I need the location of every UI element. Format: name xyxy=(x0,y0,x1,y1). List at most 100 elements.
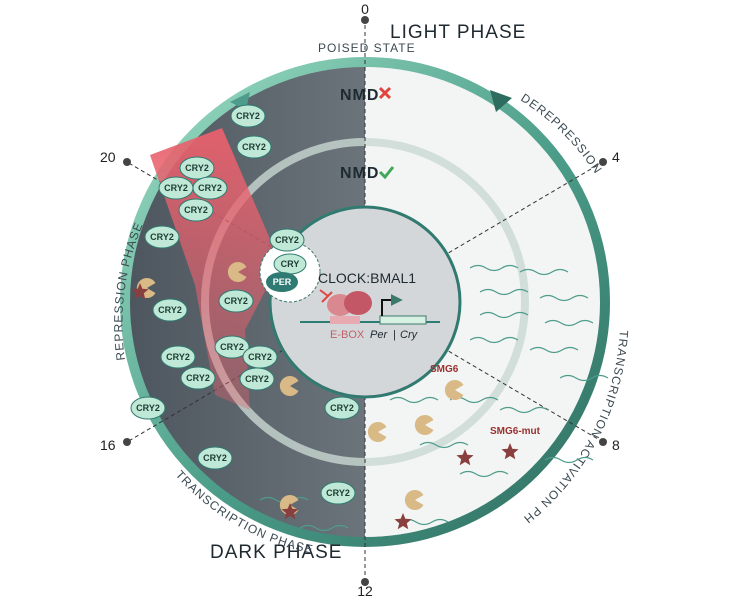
svg-text:CRY2: CRY2 xyxy=(186,373,210,383)
cry2-protein: CRY2 xyxy=(320,481,356,505)
cry2-protein: CRY2 xyxy=(324,396,360,420)
hour-16-label: 16 xyxy=(100,437,116,453)
cry2-protein: CRY2 xyxy=(269,228,305,252)
smg6-protein xyxy=(367,422,387,442)
hour-dots xyxy=(123,16,607,586)
ebox-label: E-BOX xyxy=(330,329,365,341)
smg6-protein xyxy=(279,376,299,397)
smg6-mut-protein xyxy=(131,283,149,300)
nmd-outer: NMD xyxy=(340,86,392,104)
svg-text:CRY2: CRY2 xyxy=(203,453,227,463)
hour-12-label: 12 xyxy=(357,583,373,599)
smg6-mut-protein xyxy=(394,513,412,530)
cry2-proteins: CRY2 CRY2 CRY2 CRY2 CRY2 CRY2 CRY2 CRY2 CRY2 CRY2… xyxy=(130,104,360,505)
nmd-inner-label: NMD xyxy=(340,165,379,182)
tss-arrow xyxy=(381,294,403,316)
svg-text:CRY2: CRY2 xyxy=(184,205,208,215)
check-icon xyxy=(378,166,395,180)
nmd-inner: NMD xyxy=(340,165,395,182)
hour-0-label: 0 xyxy=(361,1,369,17)
cry2-protein: CRY2 xyxy=(197,446,233,470)
cry-gene-label: Cry xyxy=(400,329,419,341)
cry2-protein: CRY2 xyxy=(214,335,250,359)
smg6-mut-label: SMG6-mut xyxy=(490,426,541,437)
cry2-protein: CRY2 xyxy=(152,298,188,322)
svg-text:CRY2: CRY2 xyxy=(185,163,209,173)
arrow-head-right xyxy=(490,90,512,112)
nmd-outer-label: NMD xyxy=(340,87,379,104)
svg-text:CRY2: CRY2 xyxy=(248,352,272,362)
svg-text:CRY2: CRY2 xyxy=(224,296,248,306)
mrna-strand xyxy=(544,319,594,327)
mrna-strand xyxy=(469,336,519,344)
smg6-protein xyxy=(444,380,464,400)
cry2-protein: CRY2 xyxy=(239,367,275,391)
mrna-strand xyxy=(479,288,529,296)
svg-text:CRY2: CRY2 xyxy=(220,342,244,352)
smg6-protein xyxy=(414,415,434,435)
cry2-protein: CRY2 xyxy=(158,176,194,200)
svg-text:CRY2: CRY2 xyxy=(242,142,266,152)
smg6-mut-protein xyxy=(501,443,519,460)
mrna-strand xyxy=(299,524,349,532)
smg6-label: SMG6 xyxy=(430,364,459,375)
smg6-proteins xyxy=(131,262,519,530)
svg-text:CRY2: CRY2 xyxy=(245,374,269,384)
gene-box xyxy=(379,315,427,325)
bmal-protein xyxy=(344,291,372,315)
mrna-strand xyxy=(499,406,549,414)
smg6-protein xyxy=(404,490,424,511)
svg-text:CRY2: CRY2 xyxy=(326,488,350,498)
svg-text:CRY2: CRY2 xyxy=(236,111,260,121)
cry2-protein: CRY2 xyxy=(242,345,278,369)
cry2-protein: CRY2 xyxy=(230,104,266,128)
svg-text:CRY2: CRY2 xyxy=(150,232,174,242)
ebox-box xyxy=(330,316,360,324)
mrna-strands xyxy=(259,264,609,532)
smg6-protein xyxy=(227,262,247,282)
cross-icon xyxy=(378,86,392,100)
svg-text:CRY2: CRY2 xyxy=(198,183,222,193)
per-label: PER xyxy=(273,277,292,287)
cry2-protein: CRY2 xyxy=(179,156,215,180)
svg-text:CRY2: CRY2 xyxy=(136,403,160,413)
hour-8-label: 8 xyxy=(612,437,620,453)
svg-text:CRY2: CRY2 xyxy=(164,183,188,193)
cry2-protein: CRY2 xyxy=(218,289,254,313)
mrna-strand xyxy=(539,294,589,302)
cry2-protein: CRY2 xyxy=(180,366,216,390)
mrna-strand xyxy=(419,441,469,449)
cry2-protein: CRY2 xyxy=(130,396,166,420)
svg-text:CRY2: CRY2 xyxy=(330,403,354,413)
per-gene-label: Per xyxy=(370,329,388,341)
cry2-protein: CRY2 xyxy=(178,198,214,222)
mrna-strand xyxy=(544,456,594,464)
svg-text:CRY2: CRY2 xyxy=(166,352,190,362)
dark-phase-label: DARK PHASE xyxy=(210,542,342,563)
svg-text:CRY2: CRY2 xyxy=(158,305,182,315)
mrna-strand xyxy=(529,346,579,354)
mrna-strand xyxy=(559,374,609,382)
cry2-protein: CRY2 xyxy=(160,345,196,369)
mrna-strand xyxy=(469,264,519,272)
poised-state-label: POISED STATE xyxy=(318,41,416,55)
cry-per-complex: CRY PER xyxy=(259,241,333,303)
cry2-protein: CRY2 xyxy=(144,225,180,249)
mrna-strand xyxy=(519,268,569,276)
mrna-strand xyxy=(479,311,529,319)
hour-4-label: 4 xyxy=(612,149,620,165)
clock-bmal-label: CLOCK:BMAL1 xyxy=(318,270,416,286)
gene-separator: | xyxy=(393,329,396,341)
per-shape xyxy=(266,272,298,292)
mrna-strand xyxy=(459,470,509,478)
svg-text:CRY2: CRY2 xyxy=(275,235,299,245)
smg6-mut-protein xyxy=(281,503,299,520)
cry2-protein: CRY2 xyxy=(192,176,228,200)
light-phase-label: LIGHT PHASE xyxy=(390,22,526,43)
mrna-strand xyxy=(389,396,439,404)
cry2-protein: CRY2 xyxy=(236,135,272,159)
inhibit-bar xyxy=(321,291,333,303)
hour-20-label: 20 xyxy=(100,149,116,165)
cry-label: CRY xyxy=(281,259,300,269)
